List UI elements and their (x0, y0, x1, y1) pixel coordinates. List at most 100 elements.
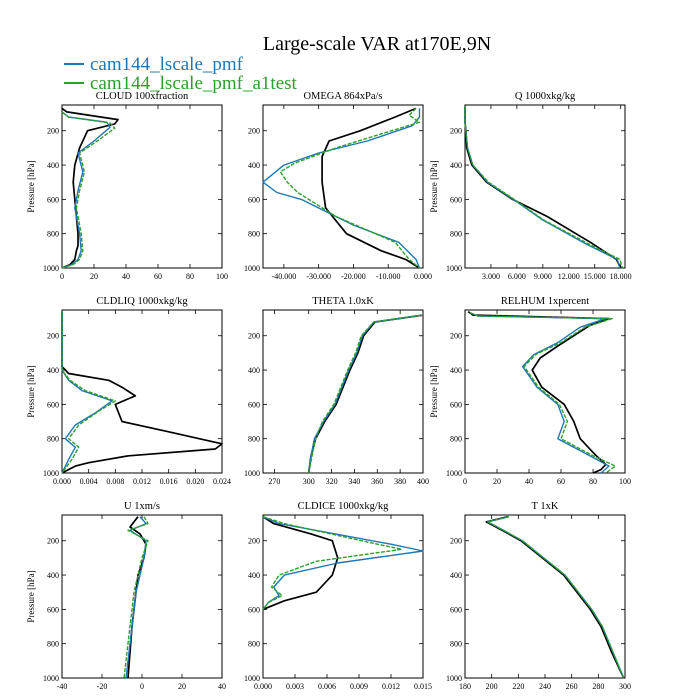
series-line-blue (262, 516, 424, 610)
x-tick-label: -20.000 (341, 272, 366, 281)
x-tick-label: 400 (417, 477, 429, 486)
y-axis-label: Pressure [hPa] (26, 160, 36, 212)
x-tick-label: -40.000 (272, 272, 297, 281)
legend-label-pmf: cam144_lscale_pmf (90, 54, 244, 75)
x-tick-label: 380 (394, 477, 406, 486)
y-tick-label: 600 (47, 195, 59, 204)
figure-title: Large-scale VAR at170E,9N (263, 33, 491, 55)
series-line-blue (262, 108, 421, 269)
x-tick-label: 40 (122, 272, 130, 281)
x-tick-label: -20 (97, 682, 108, 691)
y-tick-label: 200 (47, 537, 59, 546)
series-line-control (262, 515, 339, 611)
y-tick-label: 400 (47, 366, 59, 375)
series-line-control (127, 516, 147, 679)
x-tick-label: 20 (178, 682, 186, 691)
panel-2: OMEGA 864xPa/s -40.000 -30.000 -20.000 -10.0… (244, 91, 432, 281)
y-tick-label: 200 (248, 127, 260, 136)
x-tick-label: 0.024 (213, 477, 231, 486)
series-line-blue (125, 516, 147, 679)
y-tick-label: 600 (248, 400, 260, 409)
x-tick-label: 0.008 (106, 477, 124, 486)
y-tick-label: 400 (450, 366, 462, 375)
x-tick-label: 0 (140, 682, 144, 691)
y-tick-label: 200 (248, 537, 260, 546)
series-line-control (467, 311, 610, 474)
y-tick-label: 1000 (446, 264, 462, 273)
x-tick-label: 15.000 (584, 272, 606, 281)
x-tick-label: 3.000 (482, 272, 500, 281)
series-line-green (61, 311, 117, 474)
panel-title: CLDICE 1000xkg/kg (298, 501, 389, 512)
y-tick-label: 600 (248, 605, 260, 614)
y-tick-label: 200 (450, 127, 462, 136)
y-tick-label: 1000 (446, 469, 462, 478)
x-tick-label: 6.000 (508, 272, 526, 281)
y-tick-label: 600 (248, 195, 260, 204)
y-tick-label: 200 (248, 332, 260, 341)
x-tick-label: -10.000 (376, 272, 401, 281)
x-tick-label: 40 (525, 477, 533, 486)
panel-3: Q 1000xkg/kg 3.000 6.000 9.000 12.000 15.000 1… (429, 91, 632, 281)
y-tick-label: 600 (450, 605, 462, 614)
y-axis-label: Pressure [hPa] (429, 160, 439, 212)
x-tick-label: 260 (566, 682, 578, 691)
panel-title: T 1xK (532, 501, 559, 512)
y-tick-label: 600 (47, 605, 59, 614)
series-line-control (485, 515, 625, 679)
y-tick-label: 800 (450, 640, 462, 649)
x-tick-label: 0.004 (80, 477, 98, 486)
panel-7: U 1xm/s -40 -20 0 20 40 200 400 600 800 1000 Pressu… (26, 501, 226, 691)
y-axis-label: Pressure [hPa] (26, 365, 36, 417)
panel-title: Q 1000xkg/kg (515, 91, 576, 102)
plot-frame (61, 514, 223, 679)
y-tick-label: 800 (248, 230, 260, 239)
panel-title: OMEGA 864xPa/s (303, 91, 382, 102)
x-tick-label: 80 (186, 272, 194, 281)
y-tick-label: 200 (450, 332, 462, 341)
plot-frame (262, 514, 424, 679)
x-tick-label: 220 (512, 682, 524, 691)
x-tick-label: 0.006 (318, 682, 336, 691)
y-tick-label: 200 (47, 127, 59, 136)
panel-title: U 1xm/s (124, 501, 160, 512)
series-line-control (61, 107, 119, 269)
x-tick-label: 0 (463, 477, 467, 486)
x-tick-label: 60 (154, 272, 162, 281)
y-tick-label: 400 (450, 571, 462, 580)
x-tick-label: 100 (619, 477, 631, 486)
x-tick-label: 0.000 (53, 477, 71, 486)
y-tick-label: 1000 (43, 264, 59, 273)
panel-title: CLOUD 100xfraction (96, 91, 189, 102)
y-tick-label: 1000 (244, 674, 260, 683)
y-tick-label: 400 (248, 366, 260, 375)
y-tick-label: 1000 (244, 469, 260, 478)
x-tick-label: 18.000 (610, 272, 632, 281)
x-tick-label: 0.009 (350, 682, 368, 691)
x-tick-label: 300 (619, 682, 631, 691)
x-tick-label: 200 (486, 682, 498, 691)
panel-1: CLOUD 100xfraction 0 20 40 60 80 100 200 400 600 8… (26, 91, 228, 281)
legend: cam144_lscale_pmf cam144_lscale_pmf_a1te… (64, 54, 298, 94)
x-tick-label: 0.000 (414, 272, 432, 281)
series-line-green (279, 107, 421, 269)
y-tick-label: 1000 (446, 674, 462, 683)
y-tick-label: 1000 (43, 469, 59, 478)
y-tick-label: 400 (47, 571, 59, 580)
plot-frame (262, 309, 424, 474)
x-tick-label: 20 (493, 477, 501, 486)
x-tick-label: -40 (57, 682, 68, 691)
y-tick-label: 800 (248, 640, 260, 649)
y-tick-label: 400 (450, 161, 462, 170)
y-tick-label: 800 (47, 640, 59, 649)
x-tick-label: 270 (268, 477, 280, 486)
x-tick-label: 80 (589, 477, 597, 486)
x-tick-label: 180 (459, 682, 471, 691)
series-line-control (321, 107, 420, 269)
panel-title: CLDLIQ 1000xkg/kg (96, 296, 188, 307)
y-tick-label: 200 (450, 537, 462, 546)
plot-frame (464, 309, 626, 474)
y-tick-label: 800 (47, 435, 59, 444)
panel-8: CLDICE 1000xkg/kg 0.000 0.003 0.006 0.009 0.0… (244, 501, 432, 691)
